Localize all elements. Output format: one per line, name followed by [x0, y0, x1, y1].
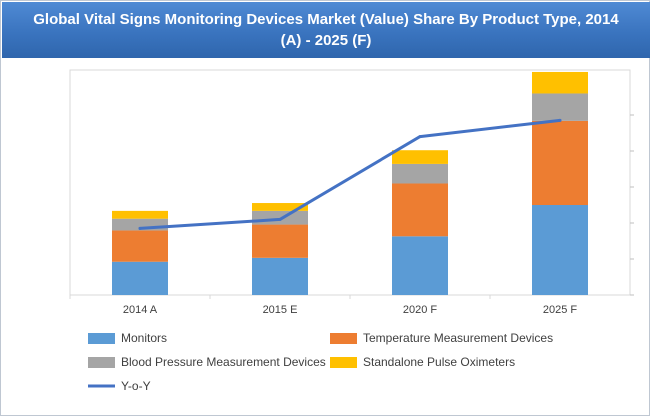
point-y-o-y-3 — [558, 118, 562, 122]
x-tick-label-0: 2014 A — [123, 304, 158, 316]
bar-temperature-measurement-devices-2 — [392, 183, 448, 237]
legend-label-monitors: Monitors — [121, 331, 167, 345]
bar-monitors-1 — [252, 257, 308, 295]
x-tick-label-3: 2025 F — [543, 304, 578, 316]
x-tick-label-1: 2015 E — [263, 304, 298, 316]
bar-standalone-pulse-oximeters-0 — [112, 210, 168, 219]
bar-standalone-pulse-oximeters-1 — [252, 203, 308, 211]
legend-swatch-monitors — [88, 333, 115, 344]
chart-title-line-1: Global Vital Signs Monitoring Devices Ma… — [33, 11, 619, 28]
legend-label-blood-pressure-measurement-devices: Blood Pressure Measurement Devices — [121, 355, 326, 369]
legend-swatch-standalone-pulse-oximeters — [330, 357, 357, 368]
bar-blood-pressure-measurement-devices-3 — [532, 93, 588, 121]
x-tick-label-2: 2020 F — [403, 304, 438, 316]
point-y-o-y-1 — [278, 217, 282, 221]
line-y-o-y — [138, 118, 562, 230]
legend-label-temperature-measurement-devices: Temperature Measurement Devices — [363, 331, 553, 345]
chart-title: Global Vital Signs Monitoring Devices Ma… — [2, 2, 650, 58]
bar-temperature-measurement-devices-3 — [532, 120, 588, 205]
point-y-o-y-0 — [138, 226, 142, 230]
bar-blood-pressure-measurement-devices-0 — [112, 218, 168, 231]
bar-standalone-pulse-oximeters-2 — [392, 150, 448, 164]
bar-monitors-3 — [532, 205, 588, 295]
bar-monitors-2 — [392, 236, 448, 295]
legend-label-standalone-pulse-oximeters: Standalone Pulse Oximeters — [363, 355, 515, 369]
legend-swatch-temperature-measurement-devices — [330, 333, 357, 344]
bar-monitors-0 — [112, 261, 168, 295]
chart-title-line-2: (A) - 2025 (F) — [280, 32, 372, 49]
bar-standalone-pulse-oximeters-3 — [532, 71, 588, 94]
bar-temperature-measurement-devices-0 — [112, 230, 168, 262]
bar-blood-pressure-measurement-devices-2 — [392, 163, 448, 184]
bar-temperature-measurement-devices-1 — [252, 224, 308, 258]
point-y-o-y-2 — [418, 135, 422, 139]
legend-swatch-blood-pressure-measurement-devices — [88, 357, 115, 368]
legend-label-y-o-y: Y-o-Y — [121, 379, 151, 393]
